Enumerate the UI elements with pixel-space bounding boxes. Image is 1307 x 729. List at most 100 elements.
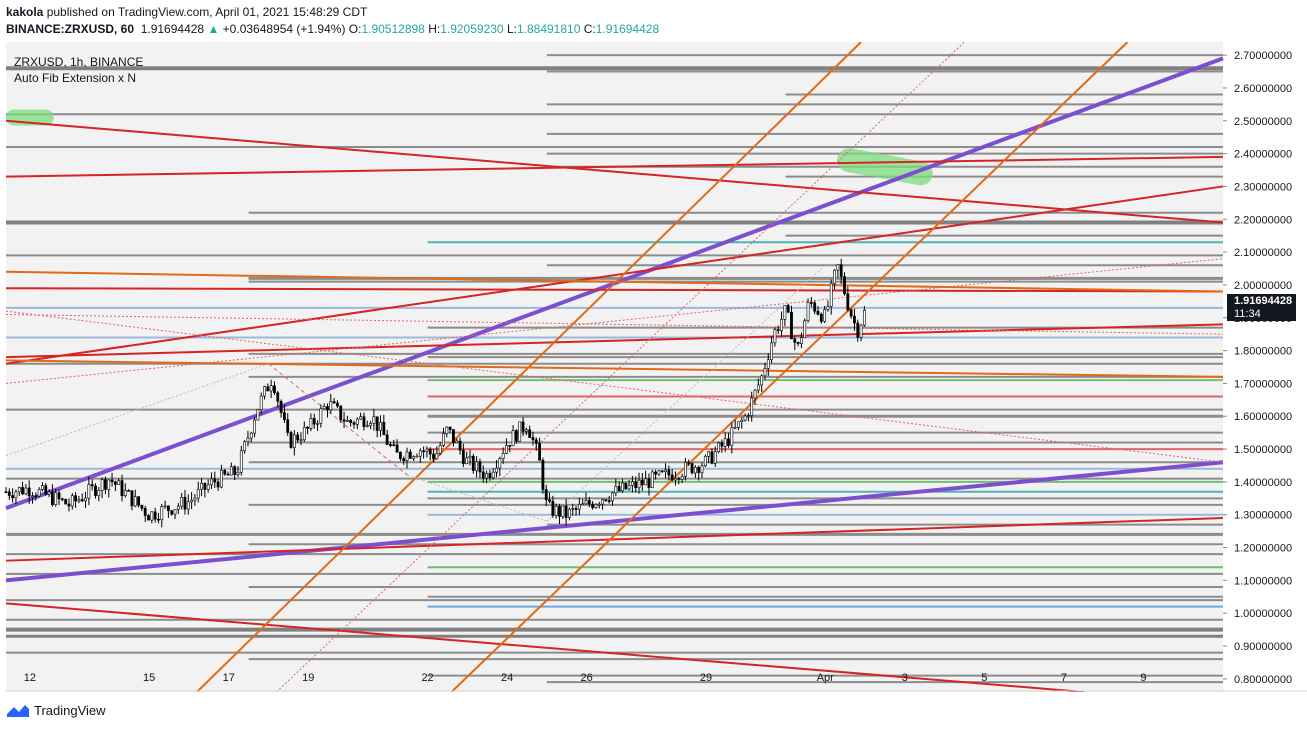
candle-body [339, 405, 343, 421]
candle-body [458, 440, 462, 451]
candle-body [60, 498, 64, 501]
candle-body [385, 434, 389, 445]
candle-body [408, 451, 412, 459]
candle-body [379, 422, 382, 431]
candle-body [833, 269, 836, 284]
candle-body [422, 450, 425, 453]
time-tick-label: 12 [24, 672, 36, 684]
candle-body [829, 283, 833, 307]
candle-body [597, 503, 601, 506]
chart-header: kakola published on TradingView.com, Apr… [0, 0, 1307, 42]
candle-body [849, 309, 853, 317]
candle-body [67, 503, 71, 507]
candle-body [336, 402, 339, 407]
candle-body [720, 442, 724, 447]
candle-body [558, 506, 561, 517]
candle-body [31, 495, 34, 498]
candle-body [150, 511, 154, 521]
candle-body [206, 484, 210, 490]
candle-body [435, 453, 439, 460]
candle-body [568, 508, 571, 518]
candle-body [524, 429, 528, 432]
candle-body [773, 329, 777, 344]
candle-body [737, 421, 740, 428]
trend-line [5, 287, 1224, 293]
time-tick-label: Apr [817, 672, 834, 684]
candle-body [369, 423, 372, 426]
candle-body [800, 337, 803, 344]
candle-body [455, 440, 459, 444]
candle-body [531, 437, 535, 441]
candle-body [243, 441, 247, 452]
price-change: +0.03648954 (+1.94%) [222, 22, 346, 36]
candle-body [647, 478, 651, 488]
candle-body [190, 499, 193, 503]
chart-footer: TradingView [0, 692, 1307, 729]
candle-body [763, 368, 767, 377]
candle-body [723, 438, 727, 447]
candle-body [90, 484, 94, 487]
candle-body [375, 416, 379, 431]
price-tick-label: 1.60000000 [1234, 411, 1292, 423]
candle-body [859, 324, 863, 338]
candle-body [127, 490, 131, 492]
candle-body [14, 491, 18, 499]
close-label: C: [583, 22, 596, 36]
candle-body [269, 385, 273, 392]
time-tick-label: 26 [581, 672, 593, 684]
candle-body [690, 463, 694, 474]
candle-body [766, 359, 770, 369]
candle-body [107, 479, 111, 490]
time-tick-label: 29 [700, 672, 712, 684]
candle-body [147, 515, 150, 521]
time-tick-label: 15 [143, 672, 155, 684]
candles [4, 258, 866, 528]
trend-line [5, 185, 1224, 365]
candle-body [680, 476, 684, 480]
price-tick-label: 2.00000000 [1234, 280, 1292, 292]
price-tick-label: 1.30000000 [1234, 510, 1292, 522]
candle-body [70, 495, 74, 507]
candle-body [11, 495, 15, 499]
price-tick-label: 1.20000000 [1234, 543, 1292, 555]
candle-body [130, 490, 134, 507]
candle-body [87, 484, 91, 499]
candle-body [173, 509, 177, 515]
price-chart[interactable]: 2.70000000 2.60000000 2.50000000 2.40000000… [0, 42, 1307, 692]
candle-body [223, 469, 227, 475]
low-value: 1.88491810 [516, 22, 581, 36]
candle-body [498, 458, 502, 469]
candle-body [790, 311, 793, 340]
candle-body [316, 422, 319, 425]
candle-body [710, 451, 714, 464]
candle-body [196, 488, 200, 499]
trend-line [5, 119, 1224, 224]
candle-body [564, 505, 568, 518]
candle-body [442, 433, 445, 446]
candle-body [229, 466, 233, 476]
candle-body [581, 503, 585, 506]
candle-body [611, 492, 614, 502]
plot-area[interactable] [6, 42, 1223, 692]
candle-body [210, 478, 213, 486]
candle-body [660, 470, 664, 473]
candle-body [233, 466, 237, 475]
candle-body [312, 417, 316, 425]
candle-body [670, 474, 674, 481]
publish-info: kakola published on TradingView.com, Apr… [6, 5, 367, 19]
time-tick-label: 9 [1140, 672, 1146, 684]
price-tick-label: 0.80000000 [1234, 674, 1292, 686]
candle-body [803, 320, 807, 338]
candle-body [143, 507, 147, 516]
candle-body [289, 432, 293, 448]
trendlines [5, 42, 1224, 692]
price-axis[interactable] [1223, 42, 1307, 692]
candle-body [730, 427, 734, 446]
candle-body [249, 432, 253, 439]
candle-body [491, 471, 495, 478]
candle-body [166, 505, 170, 511]
candle-body [80, 499, 84, 502]
price-tick-label: 1.40000000 [1234, 477, 1292, 489]
candle-body [329, 401, 333, 411]
candle-body [809, 302, 813, 304]
